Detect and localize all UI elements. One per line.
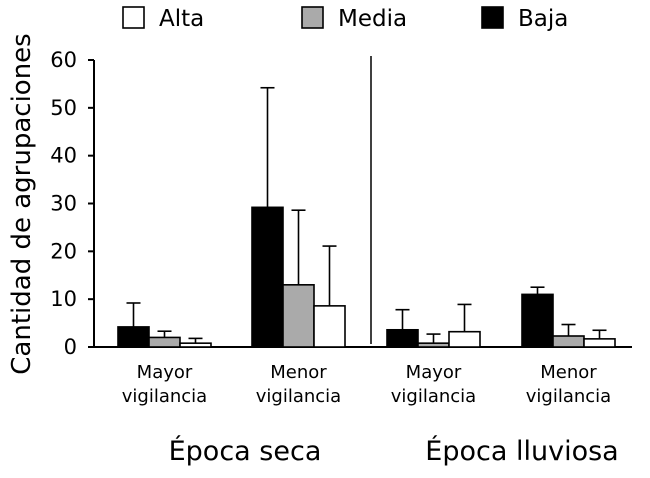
y-tick-label: 30 [50, 192, 77, 216]
legend-label-alta: Alta [159, 6, 204, 32]
bar-baja [386, 328, 419, 348]
bar-baja [117, 326, 150, 348]
y-tick-label: 20 [50, 239, 77, 263]
bar-alta [179, 342, 212, 348]
legend-label-media: Media [338, 6, 407, 32]
legend: Alta Media Baja [122, 6, 568, 32]
category-label: Mayor [137, 362, 193, 383]
category-label: vigilancia [122, 386, 207, 407]
legend-swatch-alta [122, 6, 145, 29]
bar-media [282, 284, 315, 348]
y-tick-label: 10 [50, 287, 77, 311]
category-label: vigilancia [526, 386, 611, 407]
y-ticks: 0 10 20 30 40 50 60 [50, 48, 94, 359]
category-label: Mayor [406, 362, 462, 383]
bar-alta [583, 338, 616, 348]
bar-media [148, 336, 181, 348]
bar-media [417, 342, 450, 348]
bar-alta [313, 305, 346, 348]
y-tick-label: 50 [50, 96, 77, 120]
category-label: vigilancia [391, 386, 476, 407]
legend-swatch-baja [481, 6, 504, 29]
legend-label-baja: Baja [518, 6, 568, 32]
bar-baja [251, 206, 284, 348]
legend-swatch-media [301, 6, 324, 29]
bar-baja [521, 293, 554, 348]
y-axis-label: Cantidad de agrupaciones [7, 33, 37, 374]
group-label: Época seca [169, 435, 322, 467]
category-label: vigilancia [256, 386, 341, 407]
bar-media [552, 335, 585, 348]
category-label: Menor [270, 362, 327, 383]
bar-alta [448, 330, 481, 348]
bars [117, 206, 616, 348]
group-label: Época lluviosa [425, 435, 618, 467]
category-label: Menor [540, 362, 597, 383]
error-bars [126, 86, 607, 344]
category-labels: Mayor vigilancia Menor vigilancia Mayor vigil… [122, 362, 611, 407]
group-labels: Época seca Época lluviosa [169, 435, 619, 467]
y-tick-label: 60 [50, 48, 77, 72]
y-tick-label: 0 [64, 335, 77, 359]
y-tick-label: 40 [50, 144, 77, 168]
